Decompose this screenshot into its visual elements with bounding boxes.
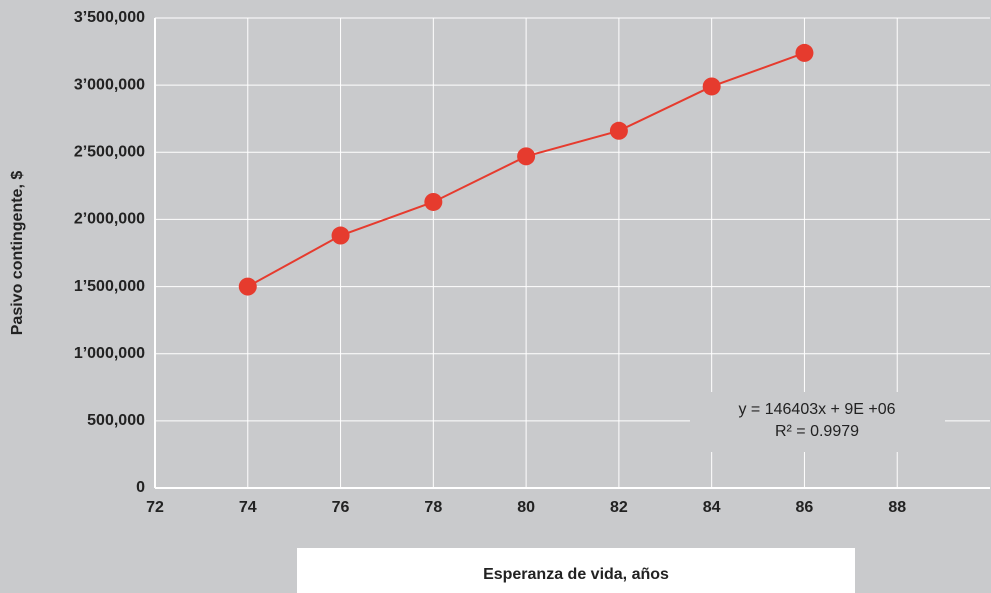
y-tick-label: 2’500,000 xyxy=(74,144,145,161)
y-tick-label: 3’000,000 xyxy=(74,76,145,93)
x-tick-label: 74 xyxy=(239,499,257,516)
x-tick-label: 76 xyxy=(332,499,350,516)
x-tick-label: 82 xyxy=(610,499,628,516)
x-tick-label: 86 xyxy=(796,499,814,516)
annotation: R² = 0.9979 xyxy=(775,423,859,440)
x-tick-label: 72 xyxy=(146,499,164,516)
marker xyxy=(795,43,814,62)
marker xyxy=(424,192,443,211)
annotation-box xyxy=(690,392,945,452)
x-tick-label: 78 xyxy=(424,499,442,516)
annotation: y = 146403x + 9E +06 xyxy=(738,401,895,418)
marker xyxy=(702,77,721,96)
x-label-box xyxy=(297,548,855,593)
y-axis-label: Pasivo contingente, $ xyxy=(9,171,26,336)
x-axis-label: Esperanza de vida, años xyxy=(483,566,669,583)
x-tick-label: 88 xyxy=(888,499,906,516)
y-tick-label: 500,000 xyxy=(87,412,145,429)
marker xyxy=(331,226,350,245)
y-tick-label: 3’500,000 xyxy=(74,9,145,26)
y-tick-label: 0 xyxy=(136,479,145,496)
marker xyxy=(517,147,536,166)
marker xyxy=(238,277,257,296)
y-tick-label: 2’000,000 xyxy=(74,211,145,228)
x-tick-label: 80 xyxy=(517,499,535,516)
y-tick-label: 1’500,000 xyxy=(74,278,145,295)
x-tick-label: 84 xyxy=(703,499,721,516)
y-tick-label: 1’000,000 xyxy=(74,345,145,362)
marker xyxy=(609,121,628,140)
